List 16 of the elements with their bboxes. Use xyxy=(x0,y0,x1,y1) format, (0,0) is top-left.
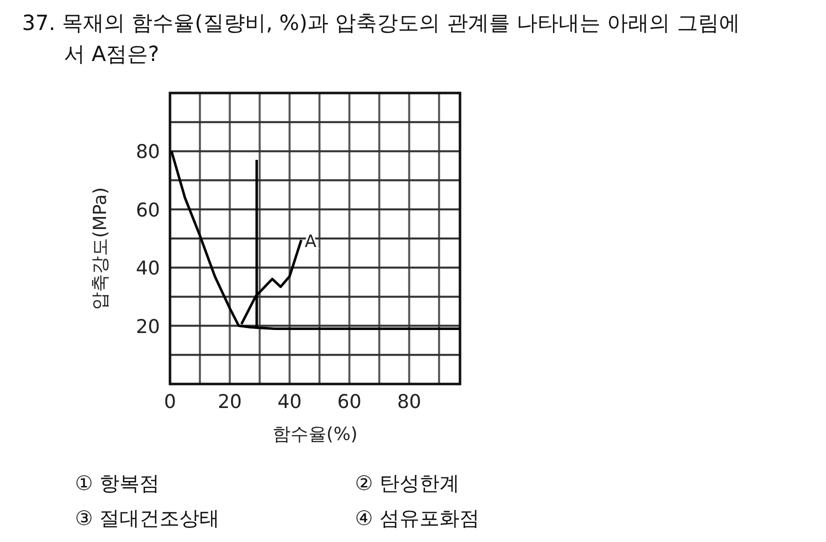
text: ③ 절대건조상태 xyxy=(75,505,220,532)
text: ① 항복점 xyxy=(75,470,160,497)
x-tick-label: 80 xyxy=(397,391,422,413)
x-tick-label: 20 xyxy=(218,391,242,413)
y-tick-label: 80 xyxy=(136,141,160,164)
text: ② 탄성한계 xyxy=(355,470,460,497)
text: ④ 섬유포화점 xyxy=(355,505,480,532)
x-axis-title: 함수율(%) xyxy=(272,424,358,445)
y-tick-label: 40 xyxy=(136,258,160,280)
x-tick-label: 60 xyxy=(337,391,362,413)
y-tick-label: 20 xyxy=(136,316,160,338)
y-axis-title: 압축강도(MPa) xyxy=(90,187,111,310)
x-tick-label: 0 xyxy=(164,391,176,413)
chart-title: 37. 목재의 함수율(질량비, %)과 압축강도의 관계를 나타내는 아래의 그림에서 A점은? xyxy=(22,10,741,68)
x-tick-label: 40 xyxy=(277,391,302,413)
y-tick-label: 60 xyxy=(136,199,160,222)
